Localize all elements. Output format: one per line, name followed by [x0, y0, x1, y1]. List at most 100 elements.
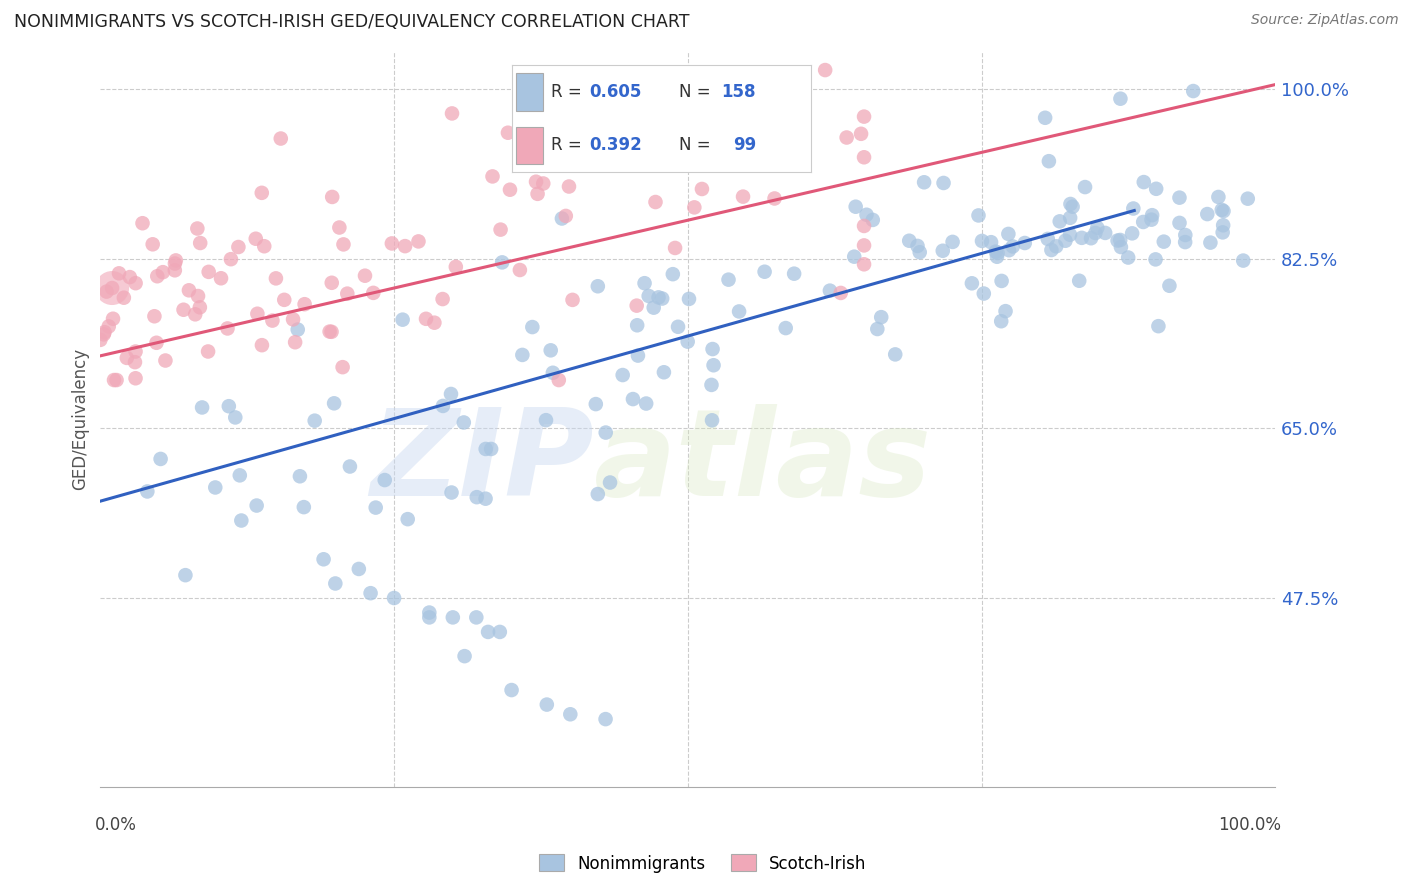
- Point: [509, 263, 531, 277]
- Point: [374, 473, 396, 487]
- Point: [284, 335, 307, 350]
- Point: [942, 235, 965, 249]
- Point: [1212, 204, 1234, 219]
- Point: [332, 360, 354, 375]
- Point: [219, 252, 242, 267]
- Point: [845, 200, 868, 214]
- Point: [228, 240, 250, 254]
- Point: [853, 238, 876, 252]
- Point: [321, 276, 343, 290]
- Point: [332, 237, 354, 252]
- Point: [1132, 175, 1154, 189]
- Point: [524, 175, 547, 189]
- Point: [488, 624, 510, 639]
- Text: NONIMMIGRANTS VS SCOTCH-IRISH GED/EQUIVALENCY CORRELATION CHART: NONIMMIGRANTS VS SCOTCH-IRISH GED/EQUIVA…: [14, 13, 689, 31]
- Point: [453, 416, 475, 430]
- Point: [853, 110, 876, 124]
- Point: [980, 235, 1002, 250]
- Point: [870, 310, 893, 325]
- Point: [754, 265, 776, 279]
- Point: [585, 397, 607, 411]
- Point: [155, 353, 177, 368]
- Text: atlas: atlas: [593, 404, 932, 522]
- Point: [540, 343, 562, 358]
- Point: [1014, 235, 1036, 250]
- Point: [444, 260, 467, 274]
- Point: [136, 484, 159, 499]
- Point: [465, 490, 488, 504]
- Point: [683, 200, 706, 214]
- Point: [89, 333, 111, 347]
- Point: [818, 284, 841, 298]
- Text: 0.0%: 0.0%: [94, 816, 136, 834]
- Point: [187, 289, 209, 303]
- Point: [131, 216, 153, 230]
- Point: [898, 234, 921, 248]
- Point: [250, 338, 273, 352]
- Text: Source: ZipAtlas.com: Source: ZipAtlas.com: [1251, 13, 1399, 28]
- Point: [1197, 207, 1219, 221]
- Point: [749, 154, 772, 169]
- Point: [1140, 212, 1163, 227]
- Point: [415, 311, 437, 326]
- Point: [586, 487, 609, 501]
- Point: [321, 190, 343, 204]
- Point: [479, 442, 502, 456]
- Point: [678, 292, 700, 306]
- Point: [844, 250, 866, 264]
- Point: [1199, 235, 1222, 250]
- Point: [304, 414, 326, 428]
- Point: [165, 253, 187, 268]
- Point: [270, 131, 292, 145]
- Point: [481, 169, 503, 184]
- Point: [835, 130, 858, 145]
- Point: [626, 318, 648, 333]
- Point: [621, 392, 644, 406]
- Point: [1049, 214, 1071, 228]
- Point: [644, 194, 666, 209]
- Point: [336, 286, 359, 301]
- Point: [1069, 274, 1091, 288]
- Point: [1208, 190, 1230, 204]
- Point: [108, 266, 131, 280]
- Point: [747, 157, 769, 171]
- Point: [676, 334, 699, 349]
- Point: [637, 289, 659, 303]
- Point: [174, 568, 197, 582]
- Point: [1153, 235, 1175, 249]
- Point: [908, 245, 931, 260]
- Point: [246, 307, 269, 321]
- Point: [224, 410, 246, 425]
- Point: [440, 106, 463, 120]
- Point: [112, 291, 135, 305]
- Point: [477, 624, 499, 639]
- Point: [1054, 234, 1077, 248]
- Point: [381, 236, 404, 251]
- Point: [204, 480, 226, 494]
- Point: [101, 281, 124, 295]
- Point: [599, 475, 621, 490]
- Point: [636, 396, 658, 410]
- Point: [1001, 239, 1024, 253]
- Point: [197, 344, 219, 359]
- Point: [643, 301, 665, 315]
- Point: [742, 153, 765, 168]
- Point: [197, 265, 219, 279]
- Point: [1033, 111, 1056, 125]
- Point: [731, 189, 754, 203]
- Point: [124, 371, 146, 385]
- Point: [142, 237, 165, 252]
- Point: [990, 274, 1012, 288]
- Point: [884, 347, 907, 361]
- Point: [994, 304, 1017, 318]
- Point: [717, 273, 740, 287]
- Point: [662, 267, 685, 281]
- Point: [534, 413, 557, 427]
- Point: [814, 63, 837, 78]
- Point: [1168, 191, 1191, 205]
- Point: [522, 320, 544, 334]
- Point: [547, 373, 569, 387]
- Point: [702, 342, 724, 356]
- Point: [246, 499, 269, 513]
- Point: [960, 277, 983, 291]
